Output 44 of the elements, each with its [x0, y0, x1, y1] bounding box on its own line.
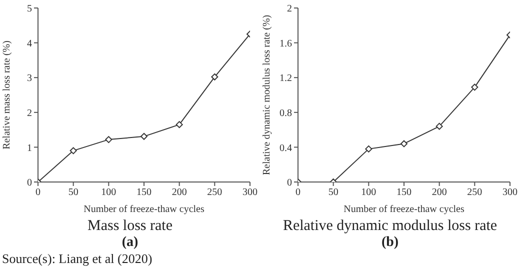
y-tick-label: 5: [27, 4, 32, 15]
y-tick-label: 1.6: [280, 38, 292, 50]
y-tick-label: 0: [27, 178, 32, 189]
text: Relative dynamic modulus loss rate: [282, 218, 498, 235]
x-tick-label: 50: [328, 187, 338, 198]
y-tick-label: 2: [27, 108, 32, 119]
point: [471, 84, 478, 91]
x-axis-title: Number of freeze-thaw cycles: [344, 204, 464, 215]
y-tick-label: 0.8: [280, 108, 292, 119]
y-tick-label: 1: [27, 142, 32, 154]
x-tick-label: 200: [432, 187, 447, 198]
point: [400, 140, 408, 148]
y-axis-title: Relative mass loss rate (%): [2, 40, 13, 150]
x-tick-label: 200: [172, 187, 187, 198]
y-tick-label: 0.4: [280, 142, 292, 154]
x-tick-label: 100: [361, 187, 376, 198]
source-note: Source(s): Liang et al (2020): [1, 251, 154, 267]
y-tick-label: 1.2: [280, 73, 292, 84]
point: [176, 121, 183, 128]
x-tick-label: 0: [36, 187, 40, 198]
text: (a): [122, 235, 138, 251]
text: Mass loss rate: [88, 218, 172, 235]
y-axis-title: Relative dynamic modulus loss rate (%): [262, 14, 273, 176]
point: [105, 136, 112, 144]
y-tick-label: 4: [27, 38, 32, 50]
x-axis-title: Number of freeze-thaw cycles: [84, 204, 204, 215]
point: [436, 122, 443, 130]
point: [211, 73, 218, 80]
x-tick-label: 150: [136, 187, 152, 198]
y-tick-label: 2: [287, 4, 292, 15]
x-tick-label: 300: [502, 187, 518, 198]
x-tick-label: 250: [467, 187, 482, 198]
x-tick-label: 0: [296, 187, 300, 198]
y-tick-label: 0: [287, 178, 292, 189]
x-tick-label: 50: [68, 187, 78, 198]
x-tick-label: 300: [242, 187, 258, 198]
text: (b): [381, 235, 399, 251]
point: [70, 147, 77, 154]
x-tick-label: 150: [396, 187, 412, 198]
point: [365, 145, 372, 152]
x-tick-label: 250: [207, 187, 222, 198]
point: [140, 132, 148, 140]
y-tick-label: 3: [27, 73, 32, 84]
x-tick-label: 100: [101, 187, 116, 198]
